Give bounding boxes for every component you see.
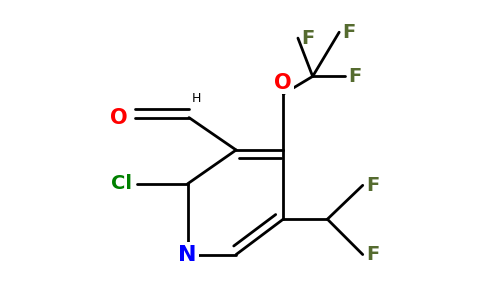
Text: N: N	[178, 244, 197, 265]
Text: Cl: Cl	[111, 174, 132, 194]
Text: O: O	[109, 108, 127, 127]
Text: F: F	[366, 176, 379, 195]
Text: O: O	[274, 73, 292, 93]
Text: F: F	[343, 23, 356, 42]
Text: H: H	[191, 92, 201, 105]
Text: F: F	[348, 67, 362, 86]
Text: F: F	[302, 28, 315, 48]
Text: F: F	[366, 245, 379, 264]
